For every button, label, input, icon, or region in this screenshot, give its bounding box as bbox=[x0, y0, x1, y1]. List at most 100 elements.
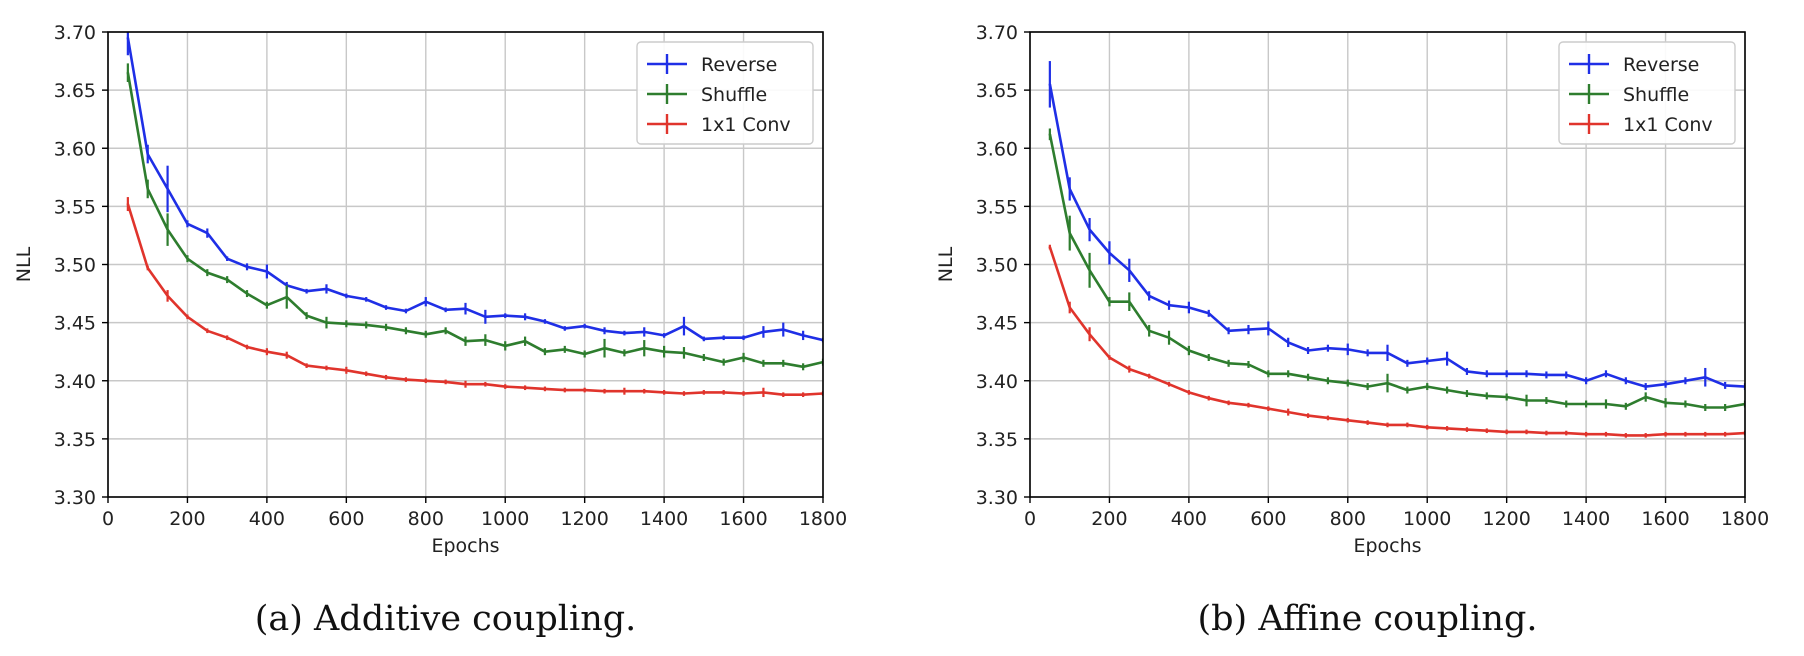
series-1x1-conv-point bbox=[1326, 416, 1330, 420]
series-1x1-conv-point bbox=[1068, 306, 1071, 309]
series-shuffle-point bbox=[722, 360, 725, 364]
x-tick-label: 1800 bbox=[1721, 508, 1769, 530]
series-1x1-conv-point bbox=[1465, 428, 1469, 431]
legend-shuffle: Shuffle bbox=[1569, 84, 1689, 106]
series-reverse-point bbox=[1366, 351, 1369, 355]
series-shuffle-point bbox=[543, 350, 547, 353]
series-reverse-point bbox=[801, 334, 805, 337]
series-shuffle-point bbox=[801, 365, 805, 368]
series-shuffle-point bbox=[1286, 372, 1290, 375]
series-reverse-line bbox=[1048, 84, 1745, 388]
legend-1x1-conv: 1x1 Conv bbox=[647, 114, 791, 136]
series-shuffle-point bbox=[1704, 406, 1707, 409]
x-tick-label: 0 bbox=[102, 508, 114, 530]
series-shuffle-point bbox=[1406, 388, 1409, 392]
series-reverse-point bbox=[1187, 306, 1191, 309]
series-reverse-point bbox=[1227, 329, 1230, 332]
series-reverse-point bbox=[1624, 379, 1628, 382]
y-tick-label: 3.65 bbox=[976, 80, 1018, 102]
series-reverse-line bbox=[126, 37, 823, 342]
legend-reverse-label: Reverse bbox=[1623, 54, 1699, 76]
figure-caption: (a) Additive coupling. bbox=[255, 599, 637, 639]
series-reverse-point bbox=[186, 222, 189, 226]
series-reverse-point bbox=[1664, 383, 1667, 386]
x-tick-label: 800 bbox=[1330, 508, 1366, 530]
series-reverse-point bbox=[1723, 384, 1727, 387]
series-shuffle-point bbox=[126, 71, 130, 74]
series-reverse-point bbox=[404, 309, 408, 313]
series-1x1-conv-point bbox=[1445, 427, 1449, 430]
series-1x1-conv-point bbox=[1128, 367, 1131, 371]
series-reverse-point bbox=[742, 336, 745, 339]
series-1x1-conv-point bbox=[285, 353, 288, 357]
series-reverse-point bbox=[1644, 385, 1647, 388]
series-1x1-conv-point bbox=[1386, 423, 1389, 427]
series-shuffle-point bbox=[345, 322, 348, 325]
legend-1x1-conv-label: 1x1 Conv bbox=[1623, 114, 1713, 136]
series-1x1-conv-line bbox=[1048, 246, 1745, 437]
series-shuffle-point bbox=[563, 348, 567, 351]
y-tick-label: 3.60 bbox=[976, 138, 1018, 160]
series-reverse-point bbox=[1525, 372, 1528, 375]
legend: Reverse Shuffle 1x1 Conv bbox=[1558, 41, 1736, 145]
series-shuffle-point bbox=[1108, 300, 1111, 303]
series-1x1-conv-point bbox=[583, 388, 586, 392]
series-1x1-conv-point bbox=[1664, 433, 1667, 436]
x-tick-label: 600 bbox=[328, 508, 364, 530]
y-tick-label: 3.60 bbox=[54, 138, 96, 160]
y-tick-label: 3.65 bbox=[54, 80, 96, 102]
x-tick-label: 1200 bbox=[560, 508, 608, 530]
series-shuffle-point bbox=[1545, 399, 1548, 402]
x-tick-label: 0 bbox=[1024, 508, 1036, 530]
series-1x1-conv-point bbox=[1286, 410, 1290, 414]
series-shuffle-point bbox=[384, 326, 388, 329]
series-1x1-conv-point bbox=[1406, 423, 1409, 427]
series-1x1-conv-point bbox=[186, 315, 189, 319]
series-shuffle-point bbox=[1624, 405, 1628, 408]
x-tick-label: 1400 bbox=[640, 508, 688, 530]
series-shuffle-point bbox=[1465, 392, 1469, 395]
x-tick-label: 200 bbox=[169, 508, 205, 530]
series-1x1-conv-point bbox=[1108, 356, 1111, 359]
series-shuffle-point bbox=[1068, 231, 1071, 235]
series-1x1-conv-point bbox=[384, 376, 388, 379]
series-shuffle-point bbox=[265, 303, 269, 307]
series-1x1-conv-point bbox=[245, 345, 249, 349]
series-shuffle-point bbox=[206, 271, 209, 274]
series-1x1-conv-point bbox=[1604, 433, 1608, 436]
series-reverse-point bbox=[1584, 379, 1588, 382]
series-shuffle-line bbox=[126, 72, 823, 369]
series-shuffle-point bbox=[603, 347, 606, 350]
legend-reverse: Reverse bbox=[647, 54, 777, 76]
series-reverse-point bbox=[563, 327, 567, 330]
series-1x1-conv-point bbox=[305, 364, 308, 367]
figure-caption: (b) Affine coupling. bbox=[1197, 599, 1537, 639]
x-tick-label: 200 bbox=[1091, 508, 1127, 530]
series-reverse-point bbox=[623, 331, 626, 335]
series-reverse-point bbox=[126, 36, 130, 40]
x-tick-label: 1000 bbox=[481, 508, 529, 530]
series-shuffle-point bbox=[186, 257, 189, 260]
series-1x1-conv-point bbox=[265, 350, 269, 353]
ticks: 0 200 400 600 800 1000 1200 1400 1600 1800 3.30 3.3… bbox=[976, 22, 1769, 530]
series-reverse-point bbox=[1286, 341, 1290, 344]
series-1x1-conv-point bbox=[1167, 383, 1171, 386]
series-shuffle-line bbox=[1048, 134, 1745, 409]
y-axis-label: NLL bbox=[13, 246, 35, 282]
y-tick-label: 3.70 bbox=[976, 22, 1018, 44]
series-reverse-point bbox=[1247, 328, 1250, 331]
series-1x1-conv-point bbox=[444, 380, 447, 384]
series-1x1-conv-point bbox=[1624, 434, 1628, 437]
series-reverse-point bbox=[364, 298, 368, 301]
series-1x1-conv-point bbox=[146, 266, 149, 270]
series-1x1-conv-point bbox=[484, 383, 487, 386]
series-reverse-point bbox=[1445, 357, 1449, 360]
series-shuffle-point bbox=[702, 356, 706, 359]
series-shuffle-point bbox=[166, 228, 169, 231]
legend-box bbox=[1558, 41, 1736, 145]
series-shuffle-point bbox=[1445, 388, 1449, 392]
series-shuffle-point bbox=[364, 323, 368, 327]
x-tick-label: 400 bbox=[1171, 508, 1207, 530]
series-reverse-point bbox=[762, 330, 765, 334]
series-shuffle-point bbox=[1247, 363, 1250, 366]
